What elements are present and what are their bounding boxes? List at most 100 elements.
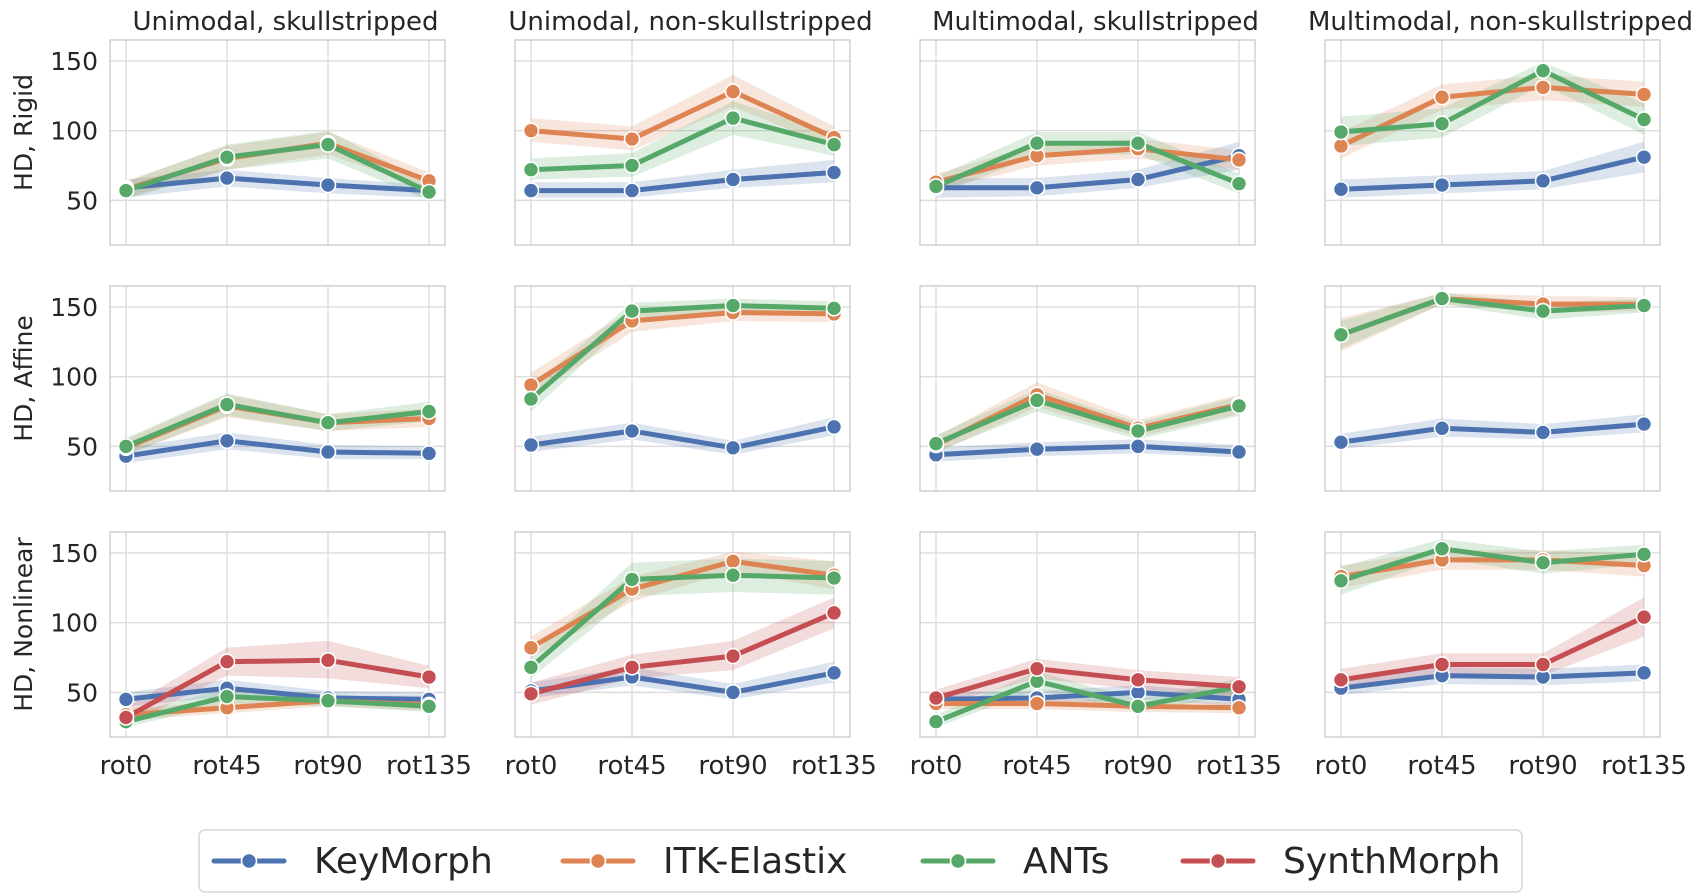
point-synthmorph-rot45 (1433, 656, 1451, 673)
panel-hd-rigid-multimodal-skullstripped (919, 39, 1256, 246)
column-title-unimodal-non-skullstripped: Unimodal, non-skullstripped (508, 7, 872, 37)
series-line-ants (933, 678, 1242, 725)
point-keymorph-rot45 (623, 422, 641, 440)
point-itk-elastix-rot0 (1332, 137, 1350, 155)
x-tick-label: rot0 (910, 751, 963, 781)
ci-band-ants (531, 298, 834, 412)
legend-entry-synthmorph: SynthMorph (1180, 841, 1500, 882)
point-keymorph-rot45 (1028, 440, 1046, 458)
point-synthmorph-rot90 (724, 647, 742, 665)
y-tick-label: 150 (50, 293, 98, 322)
point-keymorph-rot90 (724, 171, 742, 188)
point-synthmorph-rot0 (1332, 671, 1350, 689)
ci-band-synthmorph (936, 658, 1239, 707)
series-line-keymorph (1338, 670, 1647, 691)
x-tick-label: rot135 (1601, 751, 1687, 781)
point-ants-rot90 (724, 109, 742, 127)
point-synthmorph-rot135 (420, 668, 438, 686)
x-tick-label: rot135 (791, 751, 877, 781)
series-line-synthmorph (528, 610, 837, 697)
panel-hd-rigid-multimodal-non-skullstripped (1324, 39, 1661, 246)
point-keymorph-rot0 (1332, 433, 1350, 451)
row-label-hd-rigid: HD, Rigid (9, 74, 38, 191)
series-line-ants (123, 142, 432, 195)
column-titles: Unimodal, skullstripped Unimodal, non-sku… (132, 7, 1693, 37)
point-synthmorph-rot0 (927, 689, 945, 707)
y-tick-label: 100 (50, 363, 98, 392)
row-label-hd-nonlinear: HD, Nonlinear (9, 537, 38, 712)
point-keymorph-rot135 (825, 418, 843, 436)
point-synthmorph-rot45 (1028, 660, 1046, 677)
ci-band-keymorph (531, 417, 834, 455)
x-tick-label: rot135 (1196, 751, 1282, 781)
point-keymorph-rot135 (825, 164, 843, 181)
y-tick-label: 100 (50, 609, 98, 638)
point-itk-elastix-rot0 (522, 639, 540, 657)
point-keymorph-rot90 (319, 443, 337, 461)
point-ants-rot135 (420, 403, 438, 420)
point-keymorph-rot135 (1230, 443, 1248, 461)
point-keymorph-rot45 (218, 169, 236, 187)
y-tick-label: 100 (50, 117, 98, 146)
point-synthmorph-rot90 (1534, 656, 1552, 673)
point-synthmorph-rot90 (319, 651, 337, 669)
point-ants-rot135 (420, 183, 438, 201)
x-tick-label: rot90 (1508, 751, 1577, 781)
x-tick-label: rot135 (386, 751, 472, 781)
plot-area (110, 286, 445, 491)
y-tick-label: 50 (66, 186, 98, 215)
point-ants-rot135 (825, 136, 843, 153)
ci-band-itk-elastix (531, 304, 834, 397)
series-line-ants (123, 694, 432, 725)
point-ants-rot90 (1129, 698, 1147, 715)
point-ants-rot135 (825, 300, 843, 317)
x-tick-label: rot45 (1002, 751, 1071, 781)
plot-frame (514, 39, 851, 246)
series-line-ants (933, 397, 1242, 447)
point-synthmorph-rot45 (623, 658, 641, 676)
point-ants-rot0 (522, 161, 540, 178)
point-keymorph-rot135 (1635, 415, 1653, 433)
series-line-ants (933, 140, 1242, 189)
y-tick-label: 50 (66, 678, 98, 707)
point-itk-elastix-rot0 (522, 122, 540, 139)
column-title-multimodal-non-skullstripped: Multimodal, non-skullstripped (1308, 7, 1693, 37)
x-tick-label: rot45 (192, 751, 261, 781)
x-tick-label: rot90 (698, 751, 767, 781)
x-tick-label: rot90 (293, 751, 362, 781)
ci-band-ants (126, 130, 429, 201)
point-ants-rot0 (117, 182, 135, 199)
panel-hd-nonlinear-multimodal-skullstripped: rot0 rot45 rot90 rot135 (910, 531, 1282, 781)
point-ants-rot90 (319, 136, 337, 153)
x-tick-label: rot0 (505, 751, 558, 781)
point-ants-rot0 (522, 658, 540, 676)
legend: KeyMorph ITK-Elastix ANTs SynthMorph (198, 829, 1523, 893)
series-line-ants (123, 402, 432, 449)
plot-frame (514, 285, 851, 492)
point-ants-rot90 (1534, 302, 1552, 320)
panel-hd-nonlinear-unimodal-non-skullstripped: rot0 rot45 rot90 rot135 (505, 531, 877, 781)
ci-band-keymorph (936, 439, 1239, 462)
point-keymorph-rot135 (1635, 664, 1653, 682)
point-itk-elastix-rot90 (724, 552, 742, 570)
series-line-ants (528, 115, 837, 173)
plot-area (110, 40, 445, 245)
point-ants-rot45 (218, 688, 236, 705)
series-line-keymorph (123, 685, 432, 702)
legend-label: ANTs (1023, 841, 1109, 882)
point-keymorph-rot0 (522, 436, 540, 454)
legend-entry-keymorph: KeyMorph (211, 841, 493, 882)
series-line-itk-elastix (1338, 84, 1647, 149)
x-tick-label: rot45 (597, 751, 666, 781)
column-title-multimodal-skullstripped: Multimodal, skullstripped (932, 7, 1259, 37)
series-line-synthmorph (933, 666, 1242, 701)
row-labels: HD, Rigid HD, Affine HD, Nonlinear (9, 74, 38, 712)
plot-frame (1324, 531, 1661, 738)
point-keymorph-rot135 (1635, 148, 1653, 166)
point-keymorph-rot45 (218, 432, 236, 450)
point-keymorph-rot45 (1028, 179, 1046, 197)
point-ants-rot45 (1433, 115, 1451, 132)
series-line-keymorph (528, 424, 837, 451)
point-ants-rot0 (927, 713, 945, 730)
point-ants-rot90 (319, 414, 337, 431)
